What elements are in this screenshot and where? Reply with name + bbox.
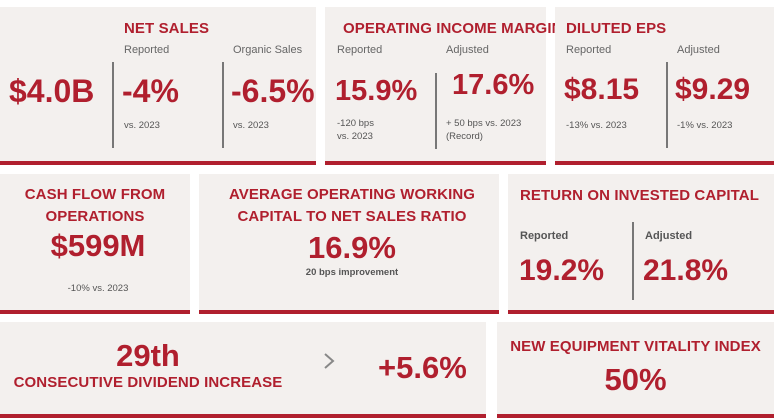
- operating-income-adjusted-note-2: (Record): [446, 131, 483, 142]
- diluted-eps-reported-note: -13% vs. 2023: [566, 120, 627, 131]
- vitality-title: NEW EQUIPMENT VITALITY INDEX: [510, 338, 761, 355]
- roic-card: RETURN ON INVESTED CAPITAL Reported 19.2…: [508, 174, 774, 314]
- operating-income-adjusted-label: Adjusted: [446, 44, 489, 56]
- net-sales-divider-1: [112, 62, 114, 148]
- vitality-value: 50%: [604, 362, 667, 397]
- roic-adjusted-value: 21.8%: [643, 254, 729, 287]
- working-capital-title-line-1: AVERAGE OPERATING WORKING: [228, 186, 476, 203]
- diluted-eps-adjusted-value: $9.29: [675, 73, 751, 106]
- operating-income-reported-label: Reported: [337, 44, 383, 56]
- diluted-eps-adjusted-note: -1% vs. 2023: [677, 120, 733, 131]
- cash-flow-card: CASH FLOW FROM OPERATIONS $599M -10% vs.…: [0, 174, 190, 314]
- net-sales-organic-value: -6.5%: [231, 73, 315, 109]
- working-capital-value: 16.9%: [308, 230, 396, 265]
- chevron-right-icon: [322, 351, 336, 376]
- net-sales-organic-note: vs. 2023: [233, 120, 269, 131]
- operating-income-margin-card: OPERATING INCOME MARGIN Reported 15.9% -…: [325, 7, 562, 165]
- diluted-eps-title: DILUTED EPS: [566, 20, 667, 37]
- cash-flow-title-line-1: CASH FLOW FROM: [24, 186, 166, 203]
- diluted-eps-reported-label: Reported: [566, 44, 612, 56]
- net-sales-total: $4.0B: [9, 73, 95, 109]
- diluted-eps-card: DILUTED EPS Reported $8.15 -13% vs. 2023…: [555, 7, 774, 165]
- dividend-label: CONSECUTIVE DIVIDEND INCREASE: [13, 374, 283, 391]
- cash-flow-value: $599M: [50, 228, 146, 263]
- net-sales-reported-note: vs. 2023: [124, 120, 160, 131]
- net-sales-card: NET SALES $4.0B Reported -4% vs. 2023 Or…: [0, 7, 316, 165]
- roic-reported-value: 19.2%: [519, 254, 605, 287]
- roic-divider: [632, 222, 634, 300]
- net-sales-title: NET SALES: [124, 20, 210, 37]
- roic-adjusted-label: Adjusted: [645, 230, 693, 242]
- diluted-eps-divider: [666, 62, 668, 148]
- dividend-increase: +5.6%: [378, 350, 467, 385]
- dividend-count: 29th: [116, 338, 180, 373]
- operating-income-reported-note-2: vs. 2023: [337, 131, 373, 142]
- operating-income-reported-note-1: -120 bps: [337, 118, 374, 129]
- roic-title: RETURN ON INVESTED CAPITAL: [520, 187, 759, 204]
- net-sales-divider-2: [222, 62, 224, 148]
- working-capital-note: 20 bps improvement: [305, 267, 399, 278]
- diluted-eps-adjusted-label: Adjusted: [677, 44, 720, 56]
- working-capital-title-line-2: CAPITAL TO NET SALES RATIO: [237, 208, 467, 225]
- roic-reported-label: Reported: [520, 230, 569, 242]
- dividend-card: 29th CONSECUTIVE DIVIDEND INCREASE +5.6%: [0, 322, 486, 418]
- working-capital-card: AVERAGE OPERATING WORKING CAPITAL TO NET…: [199, 174, 499, 314]
- operating-income-divider: [435, 73, 437, 149]
- vitality-card: NEW EQUIPMENT VITALITY INDEX 50%: [497, 322, 774, 418]
- operating-income-margin-title: OPERATING INCOME MARGIN: [343, 20, 563, 37]
- net-sales-reported-label: Reported: [124, 44, 170, 56]
- operating-income-reported-value: 15.9%: [335, 75, 418, 107]
- diluted-eps-reported-value: $8.15: [564, 73, 640, 106]
- net-sales-organic-label: Organic Sales: [233, 44, 303, 56]
- cash-flow-title-line-2: OPERATIONS: [45, 208, 145, 225]
- operating-income-adjusted-note-1: + 50 bps vs. 2023: [446, 118, 522, 129]
- operating-income-adjusted-value: 17.6%: [452, 69, 535, 101]
- net-sales-reported-value: -4%: [122, 73, 179, 109]
- cash-flow-note: -10% vs. 2023: [67, 283, 129, 294]
